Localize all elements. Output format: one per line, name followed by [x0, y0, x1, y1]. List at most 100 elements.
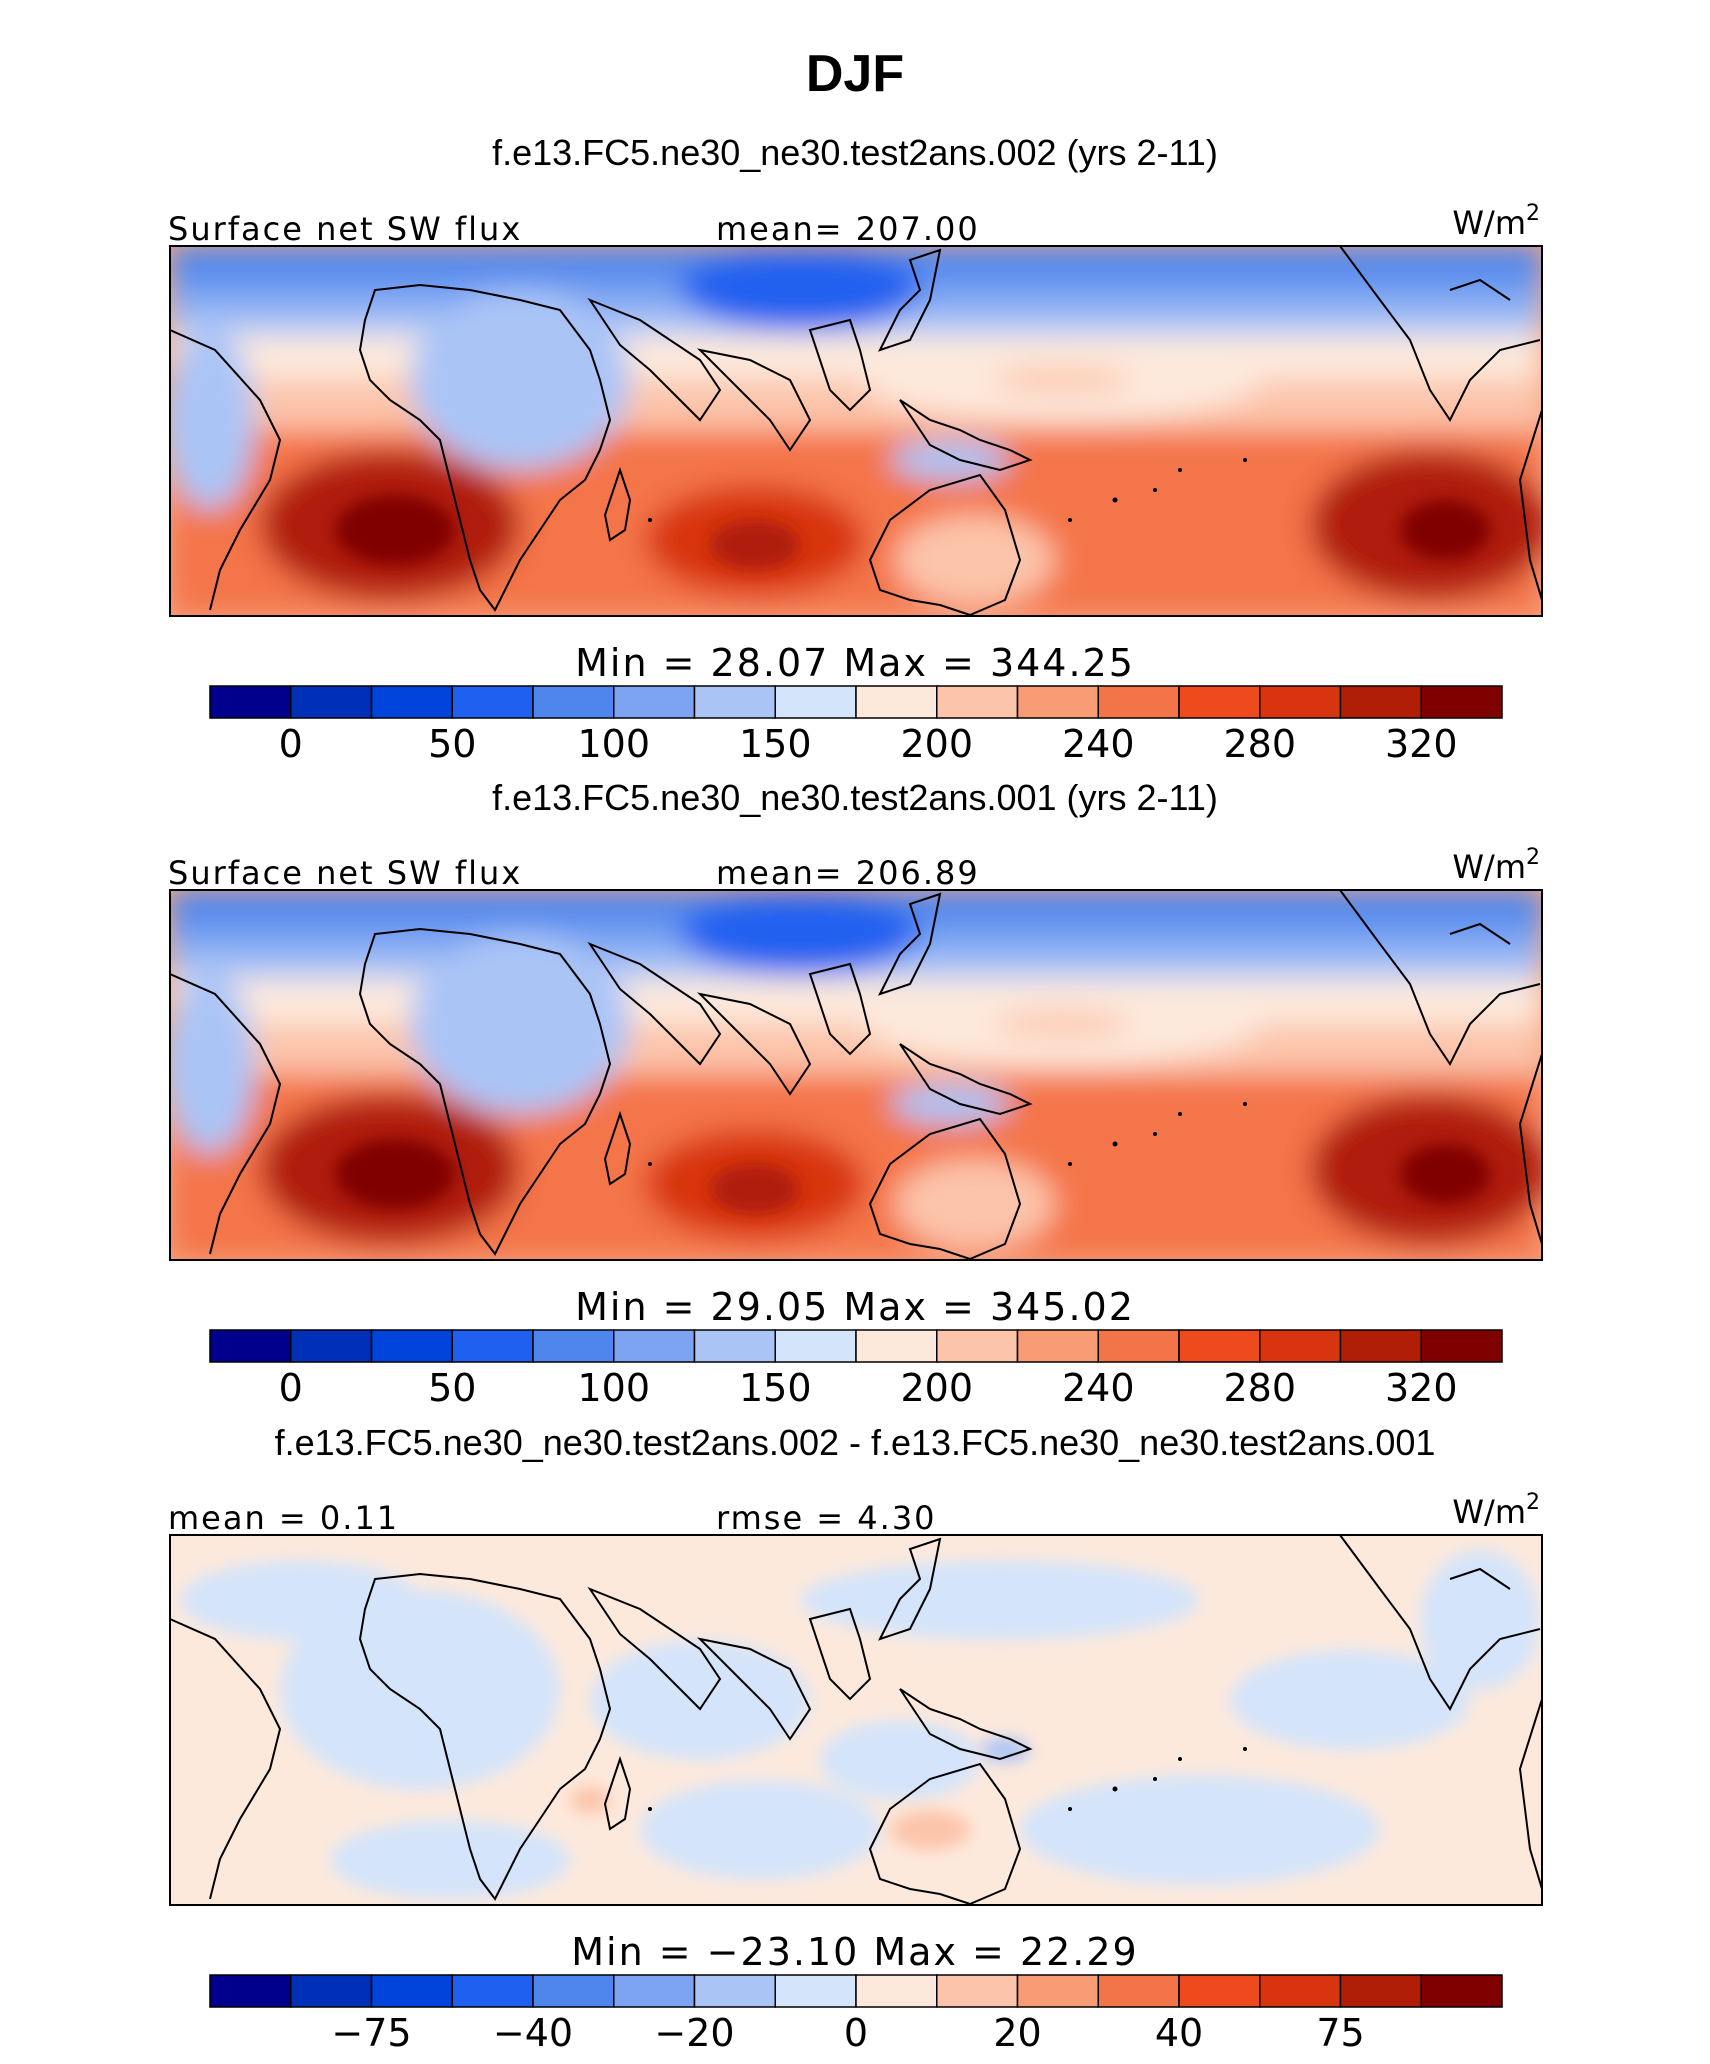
panel-3-units: W/m2 — [1452, 1490, 1540, 1531]
panel-2-title: f.e13.FC5.ne30_ne30.test2ans.001 (yrs 2-… — [492, 777, 1218, 818]
colorbar-tick-label: 75 — [1316, 2011, 1364, 2055]
colorbar-swatch — [290, 685, 373, 719]
colorbar-swatch — [1420, 685, 1503, 719]
colorbar-tick-label: 50 — [428, 722, 476, 766]
colorbar-swatch — [451, 1329, 534, 1363]
panel-2-colorbar-ticks: 0 50 100 150 200 240 280 320 — [279, 1366, 1458, 1410]
colorbar-tick-label: 240 — [1062, 722, 1135, 766]
panel-2-frame — [169, 889, 1543, 1261]
panel-2-field-label: Surface net SW flux — [168, 854, 522, 892]
colorbar-swatch — [1339, 1329, 1422, 1363]
colorbar-swatch — [774, 685, 857, 719]
panel-1-mean-label: mean= 207.00 — [716, 210, 980, 248]
colorbar-swatch — [936, 1329, 1019, 1363]
panel-2: f.e13.FC5.ne30_ne30.test2ans.001 (yrs 2-… — [168, 777, 1543, 1410]
colorbar-tick-label: 100 — [577, 722, 650, 766]
colorbar-swatch — [1016, 1974, 1099, 2008]
colorbar-swatch — [370, 685, 453, 719]
panel-1-units: W/m2 — [1452, 201, 1540, 242]
panel-1-minmax: Min = 28.07 Max = 344.25 — [575, 641, 1135, 685]
colorbar-swatch — [451, 685, 534, 719]
colorbar-swatch — [1420, 1974, 1503, 2008]
coastlines — [170, 246, 1542, 616]
colorbar-tick-label: 200 — [900, 722, 973, 766]
colorbar-swatch — [1339, 685, 1422, 719]
colorbar-swatch — [451, 1974, 534, 2008]
panel-2-mean-label: mean= 206.89 — [716, 854, 980, 892]
colorbar-swatch — [532, 1329, 615, 1363]
colorbar-swatch — [693, 1974, 776, 2008]
colorbar-swatch — [532, 685, 615, 719]
panel-3-units-text: W/m — [1452, 1493, 1526, 1531]
colorbar-tick-label: 240 — [1062, 1366, 1135, 1410]
colorbar-swatch — [613, 1974, 696, 2008]
colorbar-swatch — [1016, 685, 1099, 719]
panel-2-map — [170, 890, 1542, 1260]
colorbar-swatch — [774, 1329, 857, 1363]
colorbar-swatch — [209, 1974, 292, 2008]
colorbar-tick-label: 50 — [428, 1366, 476, 1410]
colorbar-swatch — [1097, 685, 1180, 719]
panel-3-mean-label: mean = 0.11 — [168, 1499, 399, 1537]
panel-2-units-text: W/m — [1452, 848, 1526, 886]
colorbar-tick-label: 100 — [577, 1366, 650, 1410]
panel-2-minmax: Min = 29.05 Max = 345.02 — [575, 1285, 1135, 1329]
panel-1-units-text: W/m — [1452, 204, 1526, 242]
colorbar-swatch — [1097, 1329, 1180, 1363]
panel-3-rmse-label: rmse = 4.30 — [716, 1499, 937, 1537]
panel-2-colorbar — [209, 1329, 1503, 1363]
colorbar-swatch — [1259, 1974, 1342, 2008]
colorbar-tick-label: −75 — [331, 2011, 411, 2055]
colorbar-swatch — [855, 1329, 938, 1363]
colorbar-tick-label: 0 — [844, 2011, 868, 2055]
islands — [648, 1102, 1247, 1166]
colorbar-swatch — [1420, 1329, 1503, 1363]
panel-1-field-label: Surface net SW flux — [168, 210, 522, 248]
colorbar-swatch — [613, 1329, 696, 1363]
colorbar-swatch — [693, 685, 776, 719]
colorbar-tick-label: 320 — [1385, 722, 1458, 766]
colorbar-swatch — [370, 1974, 453, 2008]
panel-3-units-sup: 2 — [1526, 1490, 1540, 1515]
panel-1: f.e13.FC5.ne30_ne30.test2ans.002 (yrs 2-… — [168, 132, 1543, 766]
colorbar-tick-label: 150 — [739, 1366, 812, 1410]
panel-1-colorbar-ticks: 0 50 100 150 200 240 280 320 — [279, 722, 1458, 766]
panel-3-minmax: Min = −23.10 Max = 22.29 — [571, 1930, 1138, 1974]
colorbar-tick-label: 20 — [993, 2011, 1041, 2055]
colorbar-swatch — [209, 685, 292, 719]
colorbar-swatch — [1259, 1329, 1342, 1363]
panel-3-colorbar-ticks: −75 −40 −20 0 20 40 75 — [331, 2011, 1364, 2055]
islands — [648, 1747, 1247, 1811]
colorbar-swatch — [1097, 1974, 1180, 2008]
colorbar-tick-label: 280 — [1223, 722, 1296, 766]
panel-3: f.e13.FC5.ne30_ne30.test2ans.002 - f.e13… — [168, 1422, 1543, 2055]
coastlines — [170, 890, 1542, 1260]
colorbar-swatch — [855, 1974, 938, 2008]
panel-3-map — [170, 1535, 1542, 1905]
colorbar-swatch — [290, 1974, 373, 2008]
colorbar-swatch — [613, 685, 696, 719]
colorbar-tick-label: 40 — [1155, 2011, 1203, 2055]
panel-3-colorbar — [209, 1974, 1503, 2008]
colorbar-swatch — [1178, 1329, 1261, 1363]
colorbar-tick-label: 0 — [279, 1366, 303, 1410]
colorbar-swatch — [1178, 685, 1261, 719]
colorbar-swatch — [936, 685, 1019, 719]
colorbar-swatch — [1259, 685, 1342, 719]
colorbar-tick-label: 0 — [279, 722, 303, 766]
panel-3-title: f.e13.FC5.ne30_ne30.test2ans.002 - f.e13… — [275, 1422, 1436, 1463]
panel-2-units-sup: 2 — [1526, 845, 1540, 870]
colorbar-tick-label: 150 — [739, 722, 812, 766]
panel-2-units: W/m2 — [1452, 845, 1540, 886]
colorbar-swatch — [855, 685, 938, 719]
colorbar-swatch — [1016, 1329, 1099, 1363]
panel-1-frame — [169, 245, 1543, 617]
colorbar-swatch — [370, 1329, 453, 1363]
colorbar-swatch — [209, 1329, 292, 1363]
panel-3-frame — [169, 1534, 1543, 1906]
panel-1-map — [170, 246, 1542, 616]
colorbar-tick-label: 320 — [1385, 1366, 1458, 1410]
colorbar-tick-label: 280 — [1223, 1366, 1296, 1410]
colorbar-tick-label: −20 — [654, 2011, 734, 2055]
